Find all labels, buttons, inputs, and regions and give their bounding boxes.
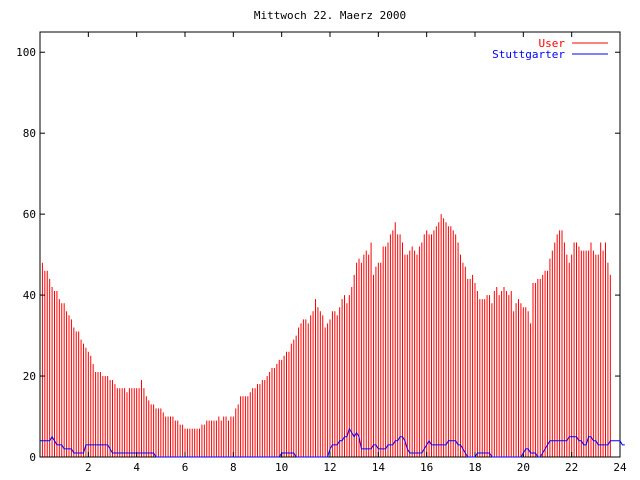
x-tick-label: 16 bbox=[420, 461, 433, 474]
y-axis-ticks: 0 20 40 60 80 100 bbox=[16, 46, 620, 464]
stuttgarter-series-line bbox=[40, 427, 625, 458]
y-tick-label: 0 bbox=[29, 451, 36, 464]
legend-label-stuttgarter: Stuttgarter bbox=[492, 48, 565, 61]
y-tick-label: 20 bbox=[23, 370, 36, 383]
x-tick-label: 22 bbox=[565, 461, 578, 474]
legend: User Stuttgarter bbox=[492, 37, 608, 61]
x-tick-label: 12 bbox=[323, 461, 336, 474]
x-tick-label: 4 bbox=[133, 461, 140, 474]
x-tick-label: 10 bbox=[275, 461, 288, 474]
x-tick-label: 24 bbox=[613, 461, 627, 474]
x-tick-label: 18 bbox=[468, 461, 481, 474]
x-tick-label: 6 bbox=[182, 461, 189, 474]
y-tick-label: 100 bbox=[16, 46, 36, 59]
x-tick-label: 2 bbox=[85, 461, 92, 474]
legend-label-user: User bbox=[539, 37, 566, 50]
x-tick-label: 8 bbox=[230, 461, 237, 474]
x-tick-label: 14 bbox=[372, 461, 386, 474]
y-tick-label: 40 bbox=[23, 289, 36, 302]
y-tick-label: 80 bbox=[23, 127, 36, 140]
x-axis-ticks: 2 4 6 8 10 12 14 16 18 20 22 24 bbox=[85, 32, 627, 474]
y-tick-label: 60 bbox=[23, 208, 36, 221]
x-tick-label: 20 bbox=[517, 461, 530, 474]
user-series bbox=[39, 214, 611, 457]
chart-title: Mittwoch 22. Maerz 2000 bbox=[254, 9, 406, 22]
